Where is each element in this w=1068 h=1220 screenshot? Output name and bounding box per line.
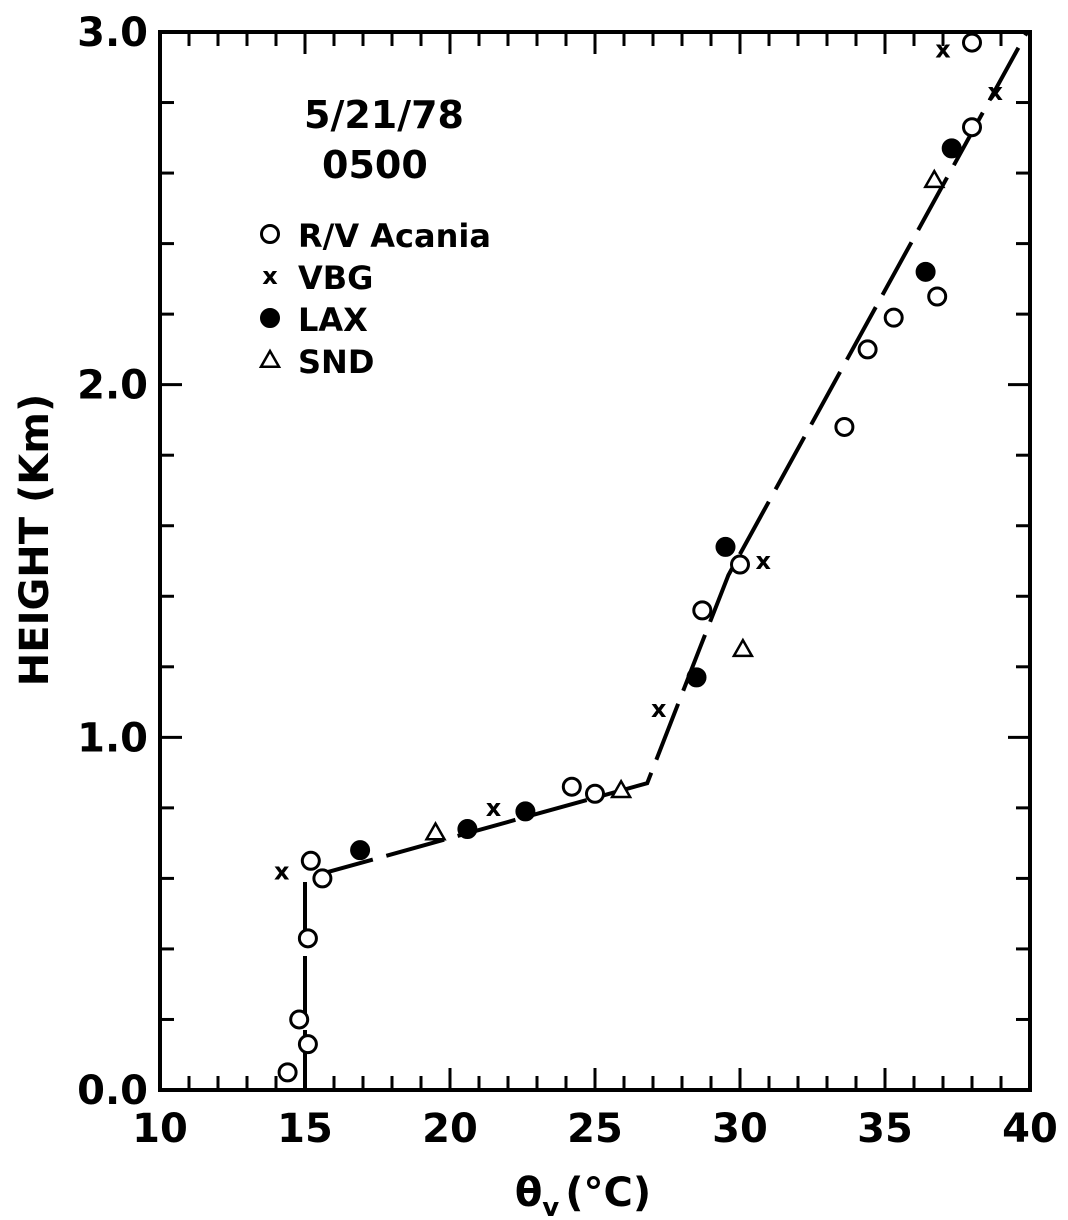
date-annotation: 5/21/78 (304, 93, 464, 137)
point-filled-circle (686, 667, 707, 688)
point-filled-circle (715, 536, 736, 557)
y-axis-label: HEIGHT (Km) (12, 394, 58, 686)
point-open-circle (289, 1009, 310, 1030)
point-open-circle (927, 286, 948, 307)
point-open-circle (585, 783, 605, 804)
point-filled-circle (515, 801, 536, 822)
x-axis-label: θv (°C) (515, 1170, 651, 1220)
plot-border (158, 30, 1032, 1092)
fit-line-group (303, 31, 1029, 1090)
point-open-circle (730, 554, 750, 575)
point-triangle (424, 821, 447, 841)
point-open-circle (300, 850, 321, 871)
y-tick-label: 1.0 (77, 715, 148, 761)
point-triangle (258, 348, 282, 368)
point-x: x (987, 78, 1003, 106)
point-open-circle (561, 776, 582, 797)
x-tick-label: 10 (132, 1106, 188, 1152)
point-x: x (651, 695, 667, 723)
x-tick-labels: 10 15 20 25 30 35 40 (132, 1106, 1058, 1152)
fit-line (303, 31, 1029, 1090)
point-open-circle (857, 339, 878, 360)
x-tick-label: 40 (1002, 1106, 1058, 1152)
point-open-circle (297, 1034, 318, 1055)
x-tick-marks (158, 32, 1032, 1090)
data-points: x x x x x x (274, 32, 1003, 1083)
x-axis-label-symbol: θ (515, 1170, 542, 1216)
legend-label: VBG (298, 259, 373, 297)
point-open-circle (260, 224, 280, 244)
legend-label: R/V Acania (298, 217, 491, 255)
point-open-circle (883, 307, 904, 328)
point-open-circle (962, 32, 982, 53)
y-tick-labels: 0.0 1.0 2.0 3.0 (77, 10, 148, 1114)
point-filled-circle (457, 819, 478, 840)
point-open-circle (834, 416, 855, 437)
point-triangle (923, 168, 946, 189)
point-triangle (609, 778, 633, 799)
legend-label: SND (298, 343, 374, 381)
x-tick-label: 25 (567, 1106, 623, 1152)
legend-label: LAX (298, 301, 368, 339)
x-tick-label: 30 (712, 1106, 768, 1152)
plot-frame (158, 30, 1032, 1092)
point-triangle (731, 637, 755, 658)
point-x: x (262, 262, 278, 290)
point-open-circle (297, 928, 318, 949)
point-open-circle (692, 600, 713, 621)
time-annotation: 0500 (322, 143, 428, 187)
point-filled-circle (941, 138, 962, 159)
point-x: x (935, 36, 951, 64)
point-open-circle (962, 117, 982, 138)
point-filled-circle (350, 840, 371, 861)
y-tick-label: 3.0 (77, 10, 148, 56)
point-filled-circle (260, 308, 280, 328)
x-axis-label-subscript: v (542, 1193, 559, 1220)
x-tick-label: 35 (857, 1106, 913, 1152)
point-x: x (274, 857, 290, 885)
point-x: x (486, 794, 502, 822)
point-filled-circle (915, 261, 936, 282)
y-tick-marks (160, 30, 1030, 1092)
x-tick-label: 20 (422, 1106, 478, 1152)
legend: R/V Acania x VBG LAX SND (258, 217, 491, 381)
y-tick-label: 0.0 (77, 1068, 148, 1114)
point-open-circle (312, 868, 333, 889)
x-tick-label: 15 (277, 1106, 333, 1152)
point-open-circle (277, 1062, 298, 1083)
point-x: x (755, 547, 771, 575)
x-axis-label-unit: (°C) (565, 1170, 651, 1216)
y-tick-label: 2.0 (77, 363, 148, 409)
